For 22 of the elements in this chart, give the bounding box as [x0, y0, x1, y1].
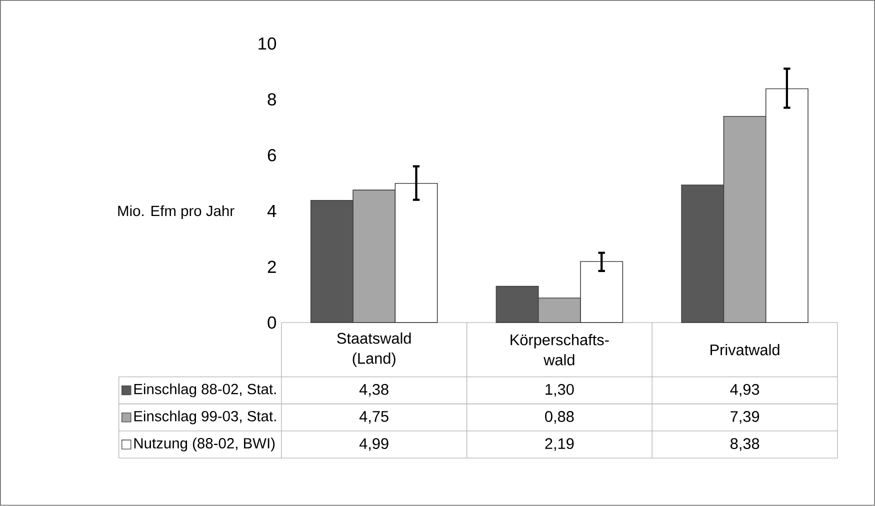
y-tick-label: 4	[267, 205, 276, 218]
data-label: 2,19	[545, 438, 574, 452]
legend-label: Einschlag 99-03, Stat.	[134, 410, 276, 424]
data-label: 8,38	[730, 438, 760, 452]
x-tick-label: Privatwald	[710, 344, 780, 356]
y-tick-label: 10	[258, 38, 276, 50]
legend-label: Einschlag 88-02, Stat.	[134, 384, 276, 398]
y-tick-label: 2	[268, 260, 276, 274]
y-tick-label: 0	[268, 316, 276, 329]
data-label: 7,39	[730, 411, 760, 424]
data-label: 4,38	[359, 384, 388, 397]
y-tick-label: 6	[268, 149, 276, 162]
data-label: 4,99	[359, 438, 388, 452]
data-label: 0,88	[545, 411, 574, 424]
y-axis-title: Mio. Efm pro Jahr	[118, 205, 234, 220]
data-label: 4,93	[730, 384, 760, 397]
data-label: 4,75	[359, 411, 388, 424]
x-tick-label: Körperschafts-wald	[510, 334, 609, 366]
data-label: 1,30	[546, 384, 574, 397]
legend-label: Nutzung (88-02, BWI)	[134, 438, 275, 452]
y-tick-label: 8	[268, 93, 276, 106]
x-tick-label: Staatswald (Land)	[337, 332, 411, 368]
